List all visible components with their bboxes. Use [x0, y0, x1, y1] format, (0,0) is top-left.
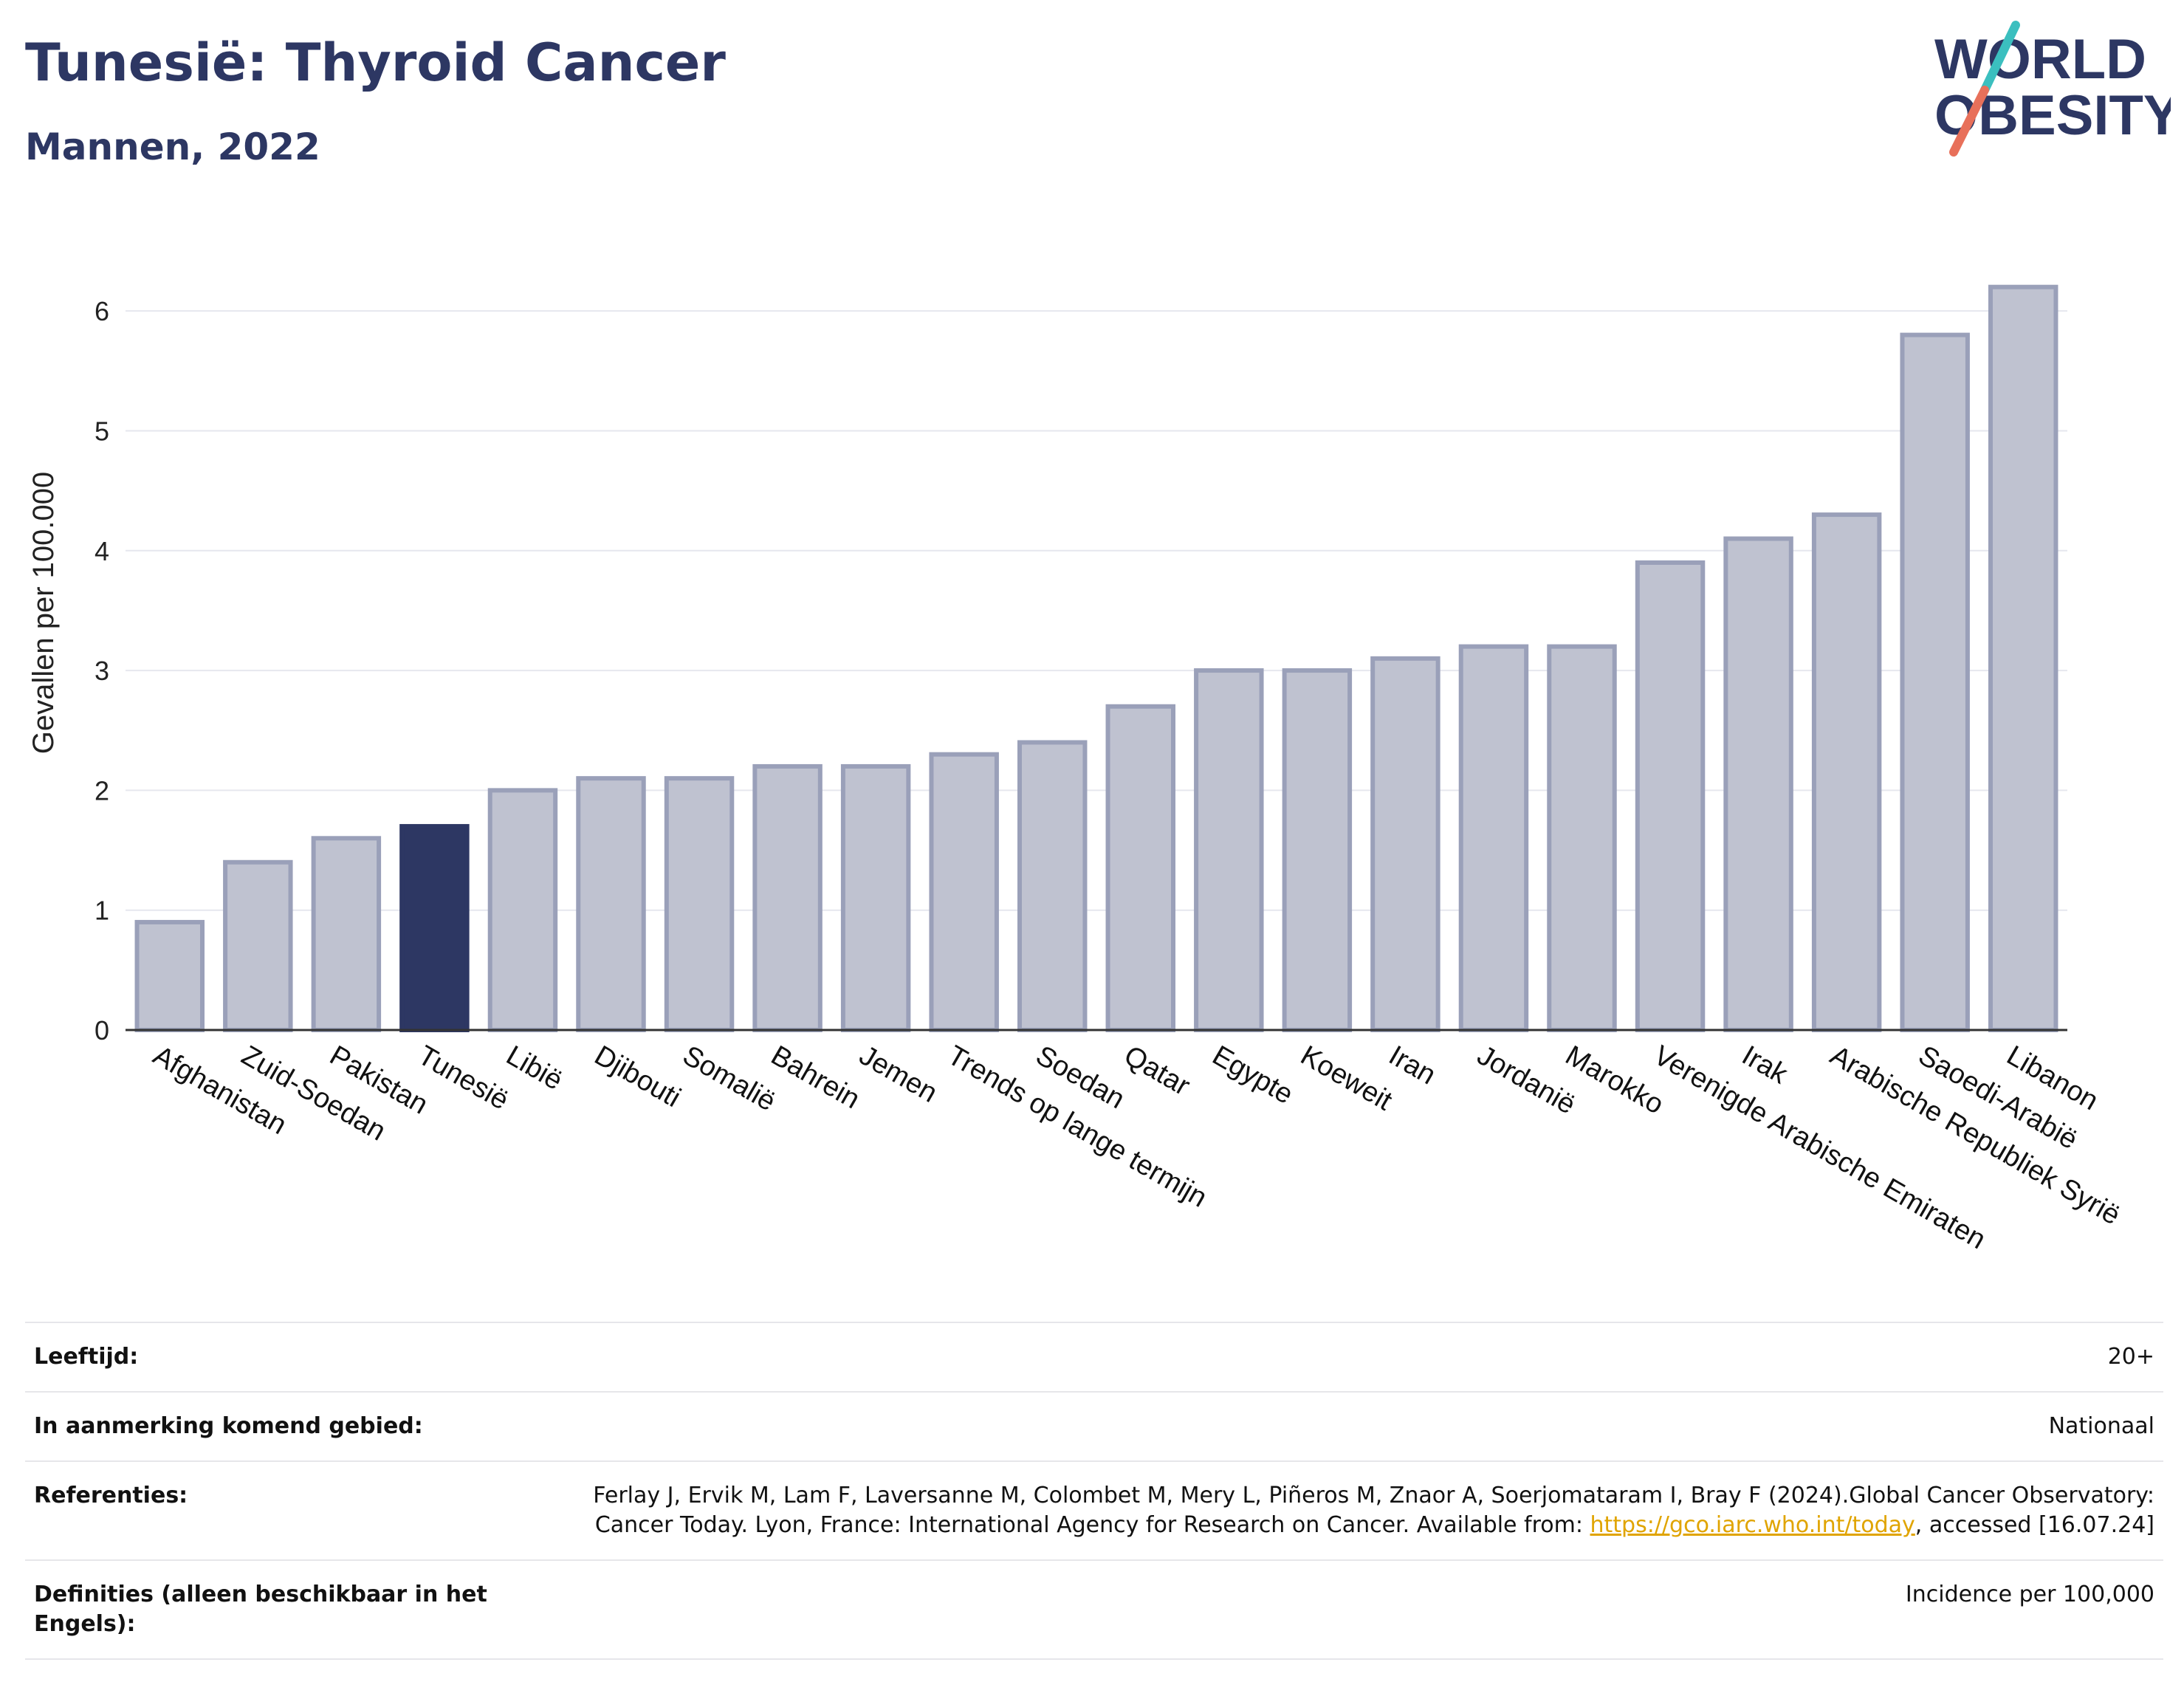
bar-koeweit [1282, 668, 1353, 1032]
meta-row-age: Leeftijd: 20+ [25, 1322, 2163, 1393]
bar-egypte [1194, 668, 1264, 1032]
bar-chart: 0 1 2 3 4 5 6 Gevallen per 100.000 Afghanistan… [27, 284, 2126, 1255]
bar-arabische-republiek-syri- [1811, 512, 1882, 1033]
logo-slash-teal [1980, 21, 2020, 95]
meta-row-references: Referenties: Ferlay J, Ervik M, Lam F, L… [25, 1460, 2163, 1561]
definitions-value: Incidence per 100,000 [515, 1559, 2163, 1660]
x-tick-label: Qatar [1119, 1040, 1195, 1102]
meta-row-area: In aanmerking komend gebied: Nationaal [25, 1391, 2163, 1462]
y-axis-ticks: 0 1 2 3 4 5 6 [95, 296, 109, 1046]
bar-marokko [1547, 644, 1617, 1032]
references-text-2: , accessed [16.07.24] [1915, 1512, 2154, 1538]
y-tick-label: 6 [95, 296, 109, 326]
x-tick-label: Bahrein [766, 1040, 865, 1115]
bars [134, 284, 2058, 1033]
age-label: Leeftijd: [25, 1322, 515, 1393]
x-axis-ticks: AfghanistanZuid-SoedanPakistanTunesiëLib… [148, 1040, 2125, 1255]
area-label: In aanmerking komend gebied: [25, 1391, 515, 1462]
y-tick-label: 1 [95, 896, 109, 926]
bar-tunesi- [399, 824, 470, 1032]
bar-saoedi-arabi- [1900, 332, 1970, 1033]
references-value: Ferlay J, Ervik M, Lam F, Laversanne M, … [515, 1460, 2163, 1561]
x-tick-label: Egypte [1207, 1040, 1298, 1110]
references-text-1: Ferlay J, Ervik M, Lam F, Laversanne M, … [593, 1483, 2154, 1538]
logo-slash-red [1949, 86, 1989, 157]
bar-irak [1723, 536, 1793, 1032]
world-obesity-logo: WORLD OBESITY [1934, 21, 2171, 157]
x-tick-label: Iran [1384, 1040, 1441, 1091]
x-tick-label: Koeweit [1295, 1040, 1397, 1116]
y-axis-label: Gevallen per 100.000 [27, 472, 60, 755]
bar-iran [1370, 656, 1440, 1032]
bar-bahrein [752, 763, 823, 1033]
bar-zuid-soedan [223, 859, 293, 1032]
bar-jordani- [1458, 644, 1529, 1032]
bar-qatar [1105, 704, 1176, 1032]
references-link[interactable]: https://gco.iarc.who.int/today [1590, 1512, 1915, 1538]
chart-title: Tunesië: Thyroid Cancer [25, 32, 726, 93]
age-value: 20+ [515, 1322, 2163, 1393]
y-tick-label: 2 [95, 775, 109, 806]
chart-subtitle: Mannen, 2022 [25, 126, 320, 168]
bar-somali- [664, 776, 735, 1033]
x-tick-label: Djibouti [589, 1040, 686, 1113]
area-value: Nationaal [515, 1391, 2163, 1462]
references-label: Referenties: [25, 1460, 515, 1561]
x-tick-label: Marokko [1560, 1040, 1669, 1120]
definitions-label: Definities (alleen beschikbaar in het En… [25, 1559, 515, 1660]
bar-libi- [487, 788, 558, 1033]
x-tick-label: Somalië [678, 1040, 781, 1117]
y-tick-label: 0 [95, 1015, 109, 1046]
bar-libanon [1988, 284, 2058, 1032]
y-tick-label: 5 [95, 416, 109, 446]
bar-djibouti [576, 776, 646, 1033]
metadata-table: Leeftijd: 20+ In aanmerking komend gebie… [25, 1322, 2163, 1660]
bar-afghanistan [134, 919, 205, 1033]
bar-jemen [840, 763, 911, 1033]
y-tick-label: 4 [95, 536, 109, 566]
bar-soedan [1017, 740, 1088, 1032]
x-tick-label: Tunesië [413, 1040, 514, 1116]
logo-line-1: WORLD [1934, 28, 2146, 91]
bar-verenigde-arabische-emiraten [1635, 560, 1706, 1032]
bar-pakistan [311, 836, 382, 1032]
x-tick-label: Jordanië [1472, 1040, 1580, 1120]
y-tick-label: 3 [95, 656, 109, 686]
meta-row-definitions: Definities (alleen beschikbaar in het En… [25, 1559, 2163, 1660]
x-tick-label: Irak [1737, 1040, 1793, 1091]
bar-trends-op-lange-termijn [929, 752, 999, 1032]
x-tick-label: Jemen [854, 1040, 943, 1108]
